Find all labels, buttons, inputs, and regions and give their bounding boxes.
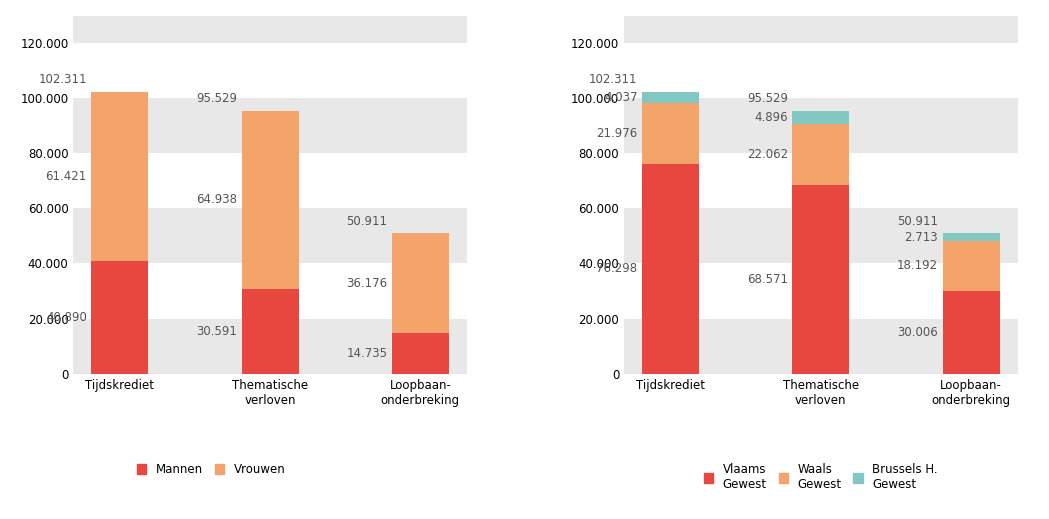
Bar — [642, 163, 699, 374]
Bar — [241, 290, 299, 374]
Text: 40.890: 40.890 — [46, 311, 87, 324]
Text: 102.311: 102.311 — [590, 73, 638, 86]
Text: 14.735: 14.735 — [346, 347, 387, 360]
Bar — [73, 319, 467, 374]
Bar — [792, 185, 850, 374]
Text: 95.529: 95.529 — [196, 92, 237, 105]
Text: 76.298: 76.298 — [597, 262, 638, 275]
Text: 22.062: 22.062 — [747, 148, 788, 161]
Bar — [642, 103, 699, 163]
Text: 30.591: 30.591 — [196, 325, 237, 338]
Bar — [624, 16, 1018, 43]
Text: 61.421: 61.421 — [45, 170, 87, 183]
Bar — [91, 261, 148, 374]
Bar — [392, 234, 449, 333]
Text: 18.192: 18.192 — [897, 260, 938, 272]
Bar — [73, 209, 467, 264]
Bar — [624, 319, 1018, 374]
Bar — [792, 124, 850, 185]
Text: 64.938: 64.938 — [196, 194, 237, 207]
Text: 30.006: 30.006 — [897, 326, 938, 339]
Bar — [624, 98, 1018, 153]
Text: 4.037: 4.037 — [604, 91, 638, 104]
Text: 36.176: 36.176 — [346, 277, 387, 290]
Text: 2.713: 2.713 — [904, 230, 938, 244]
Legend: Mannen, Vrouwen: Mannen, Vrouwen — [132, 458, 291, 481]
Text: 50.911: 50.911 — [897, 215, 938, 228]
Text: 95.529: 95.529 — [747, 92, 788, 105]
Bar — [943, 291, 1000, 374]
Bar — [73, 16, 467, 43]
Bar — [624, 209, 1018, 264]
Bar — [241, 111, 299, 290]
Text: 68.571: 68.571 — [747, 272, 788, 286]
Text: 102.311: 102.311 — [39, 73, 87, 86]
Legend: Vlaams
Gewest, Waals
Gewest, Brussels H.
Gewest: Vlaams Gewest, Waals Gewest, Brussels H.… — [699, 458, 943, 496]
Text: 21.976: 21.976 — [596, 127, 638, 140]
Bar — [943, 234, 1000, 241]
Bar — [642, 92, 699, 103]
Bar — [91, 92, 148, 261]
Text: 4.896: 4.896 — [754, 111, 788, 124]
Bar — [792, 111, 850, 124]
Bar — [73, 98, 467, 153]
Bar — [943, 241, 1000, 291]
Bar — [392, 333, 449, 374]
Text: 50.911: 50.911 — [346, 215, 387, 228]
